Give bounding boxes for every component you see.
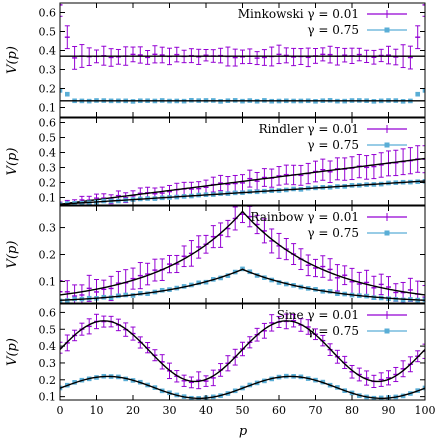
x-tick-label-3: 30	[163, 404, 177, 417]
point-rainbow-g075-30	[276, 280, 282, 285]
frame-minkowski	[59, 2, 426, 118]
frame-rainbow	[59, 205, 426, 304]
y-tick-label-sine-1: 0.2	[39, 374, 57, 387]
legend-label-rainbow-0: Rainbow γ = 0.01	[250, 210, 359, 224]
theory-line-sine-1	[60, 375, 425, 400]
panels: 0.1 0.2 0.3 0.4 0.5 0.6 Minkowski γ = 0.01 γ = …	[39, 2, 436, 417]
panel-rindler: 0.1 0.2 0.3 0.4 0.5 0.6 Rindler γ = 0.01 γ = 0.…	[39, 117, 426, 206]
y-tick-label-rainbow-0: 0.1	[39, 275, 57, 288]
y-tick-label-rindler-4: 0.5	[39, 132, 57, 145]
y-tick-label-minkowski-3: 0.4	[39, 45, 57, 58]
x-tick-label-4: 40	[199, 404, 213, 417]
x-tick-label-2: 20	[126, 404, 140, 417]
legend-swatch-square-rindler	[384, 142, 390, 148]
legend-label-sine-1: γ = 0.75	[307, 324, 359, 338]
y-axis-label-minkowski: V(p)	[5, 46, 20, 74]
plot-area-rindler	[60, 145, 425, 205]
y-tick-label-rindler-2: 0.3	[39, 162, 57, 175]
legend-swatch-square-minkowski	[384, 27, 390, 33]
panel-minkowski: 0.1 0.2 0.3 0.4 0.5 0.6 Minkowski γ = 0.01 γ = …	[39, 2, 426, 118]
x-tick-label-5: 50	[236, 404, 250, 417]
x-tick-label-10: 100	[415, 404, 436, 417]
plot-area-minkowski	[60, 3, 425, 104]
x-tick-label-8: 80	[345, 404, 359, 417]
y-tick-label-minkowski-0: 0.1	[39, 102, 57, 115]
frame-sine	[59, 303, 426, 401]
plot-area-sine	[60, 313, 425, 400]
point-minkowski-g075-1	[65, 91, 70, 97]
legend-label-minkowski-1: γ = 0.75	[307, 23, 359, 37]
point-rainbow-g075-19	[196, 280, 201, 286]
x-tick-label-7: 70	[309, 404, 323, 417]
y-tick-label-minkowski-5: 0.6	[39, 7, 57, 20]
x-tick-label-9: 90	[382, 404, 396, 417]
y-axis-label-rainbow: V(p)	[5, 241, 20, 269]
x-axis-label: p	[239, 424, 248, 439]
y-tick-label-rindler-3: 0.4	[39, 147, 57, 160]
y-tick-label-rainbow-2: 0.3	[39, 222, 57, 235]
point-rainbow-g075-47	[400, 297, 406, 303]
x-tick-label-6: 60	[272, 404, 286, 417]
y-tick-label-rindler-1: 0.2	[39, 177, 57, 190]
y-tick-label-sine-2: 0.3	[39, 357, 57, 370]
y-tick-label-sine-5: 0.6	[39, 306, 57, 319]
point-rainbow-g075-46	[393, 297, 399, 302]
y-tick-label-rindler-0: 0.1	[39, 192, 57, 205]
y-tick-label-minkowski-1: 0.2	[39, 83, 57, 96]
legend-label-rainbow-1: γ = 0.75	[307, 226, 359, 240]
y-axis-label-rindler: V(p)	[5, 148, 20, 176]
plot-area-rainbow	[60, 206, 425, 303]
legend-swatch-square-rainbow	[384, 230, 390, 236]
y-tick-label-sine-4: 0.5	[39, 323, 57, 336]
panel-sine: 0.1 0.2 0.3 0.4 0.5 0.6 0 10 20 30 40 50 60 70 80 90 100…	[39, 303, 436, 417]
legend-label-sine-0: Sine γ = 0.01	[277, 308, 359, 322]
legend-label-minkowski-0: Minkowski γ = 0.01	[238, 7, 359, 21]
y-tick-label-minkowski-4: 0.5	[39, 26, 57, 39]
y-tick-label-minkowski-2: 0.3	[39, 64, 57, 77]
y-tick-label-sine-0: 0.1	[39, 391, 57, 404]
point-minkowski-g075-0	[60, 88, 63, 93]
x-tick-label-1: 10	[90, 404, 104, 417]
x-tick-label-0: 0	[57, 404, 64, 417]
point-rainbow-g075-7	[108, 295, 114, 301]
theory-line-rainbow-1	[60, 268, 425, 302]
theory-line-rindler-0	[60, 157, 425, 205]
frame-rindler	[59, 117, 426, 206]
legend-label-rindler-0: Rindler γ = 0.01	[259, 122, 359, 136]
point-minkowski-g075-49	[415, 91, 420, 97]
theory-line-rindler-1	[60, 180, 425, 205]
theory-line-sine-0	[60, 320, 425, 383]
legend-label-rindler-1: γ = 0.75	[307, 138, 359, 152]
y-axis-label-sine: V(p)	[5, 338, 20, 366]
y-tick-label-rindler-5: 0.6	[39, 117, 57, 130]
theory-line-rainbow-0	[60, 210, 425, 296]
y-tick-label-rainbow-1: 0.2	[39, 249, 57, 262]
legend-swatch-square-sine	[384, 328, 390, 334]
point-minkowski-g075-50	[422, 88, 425, 93]
y-tick-label-sine-3: 0.4	[39, 340, 57, 353]
panel-rainbow: 0.1 0.2 0.3 Rainbow γ = 0.01 γ = 0.75	[39, 205, 426, 304]
